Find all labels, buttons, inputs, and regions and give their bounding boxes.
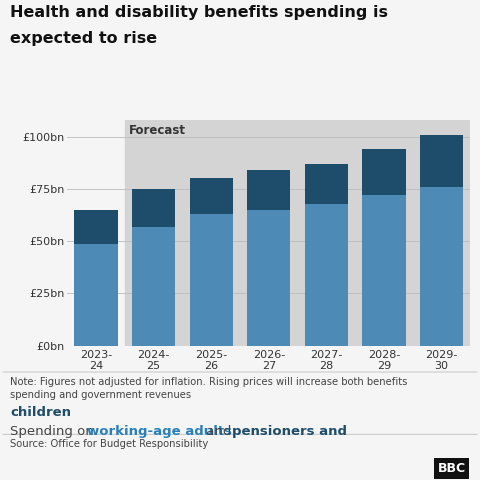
Text: Health and disability benefits spending is: Health and disability benefits spending … (10, 5, 388, 20)
Bar (74, 244, 118, 346)
Text: Note: Figures not adjusted for inflation. Rising prices will increase both benef: Note: Figures not adjusted for inflation… (10, 377, 407, 400)
Text: Source: Office for Budget Responsibility: Source: Office for Budget Responsibility (10, 439, 208, 449)
Bar (190, 179, 233, 214)
Bar (247, 210, 290, 346)
Bar (362, 195, 406, 346)
Text: pensioners and: pensioners and (232, 425, 347, 438)
Text: Forecast: Forecast (129, 124, 186, 137)
Bar (420, 135, 463, 188)
Bar (132, 227, 175, 346)
Text: and: and (202, 425, 236, 438)
Bar (305, 204, 348, 346)
Bar (362, 149, 406, 195)
Bar (305, 164, 348, 204)
Text: working-age adults: working-age adults (87, 425, 232, 438)
Bar (124, 120, 471, 346)
Bar (420, 188, 463, 346)
Text: expected to rise: expected to rise (10, 31, 157, 46)
Bar (190, 214, 233, 346)
Text: children: children (10, 406, 71, 419)
Bar (132, 189, 175, 227)
Bar (247, 170, 290, 210)
Text: Spending on: Spending on (10, 425, 98, 438)
Bar (74, 210, 118, 244)
Text: BBC: BBC (437, 462, 466, 475)
